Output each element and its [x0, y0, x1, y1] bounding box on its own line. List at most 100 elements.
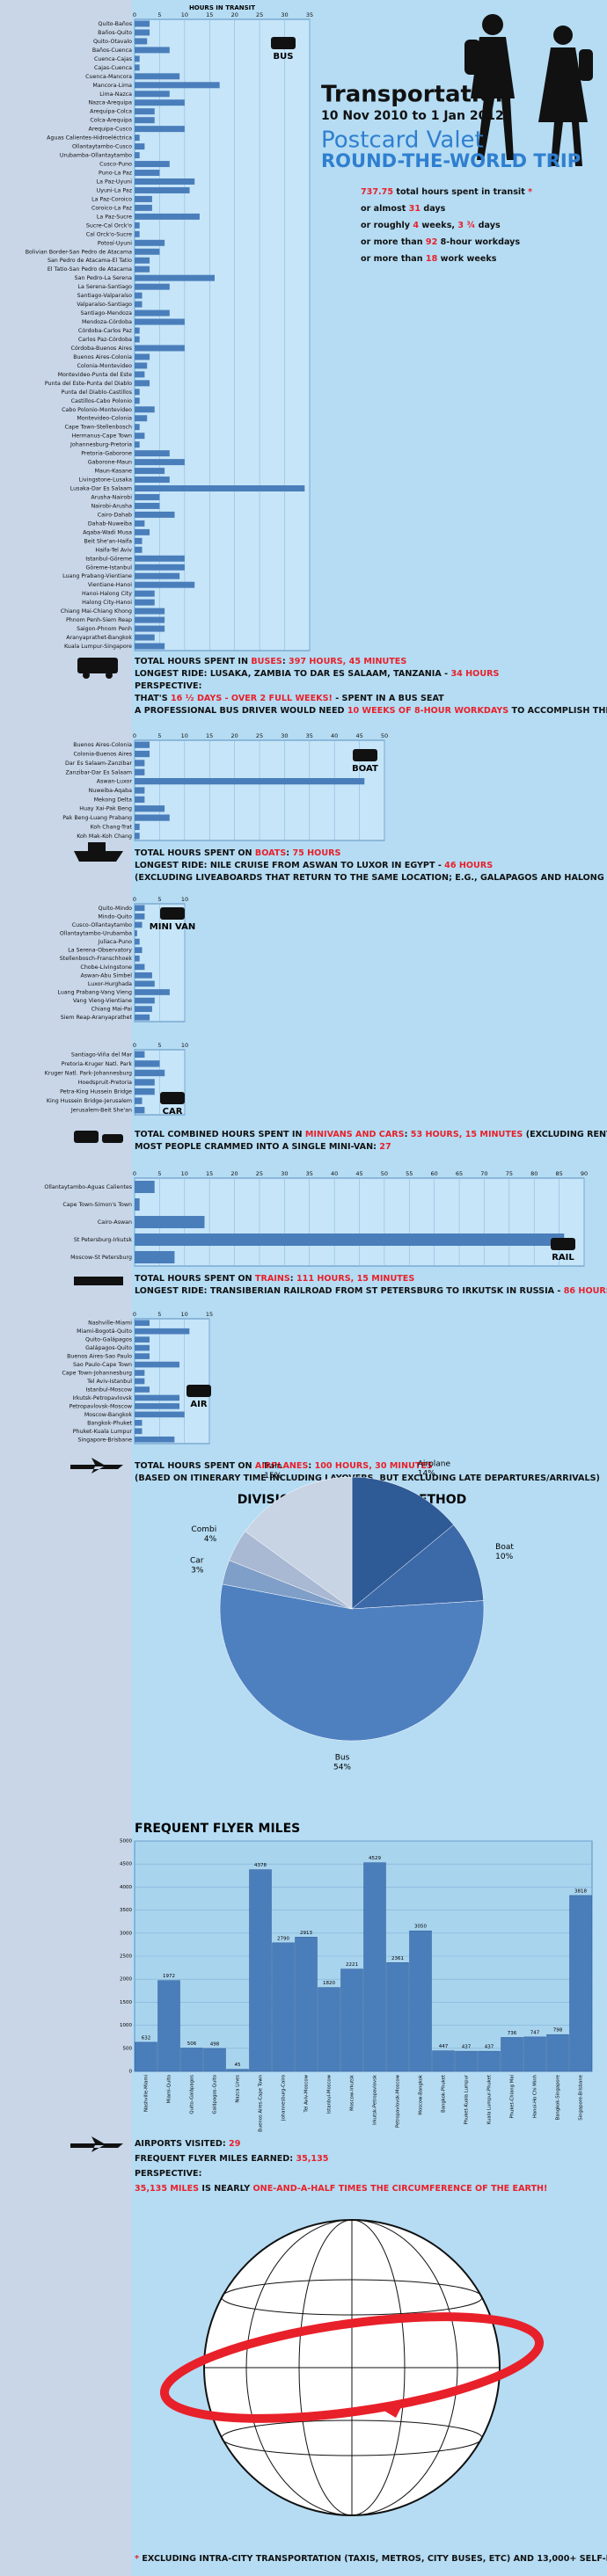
x-tick-label: Buenos Aires-Cape Town: [259, 2075, 264, 2132]
bar: [135, 1198, 140, 1211]
y-tick-label: Ollantaytambo-Aguas Calientes: [44, 1184, 132, 1190]
bar: [135, 55, 140, 62]
text-line: TOTAL COMBINED HOURS SPENT IN MINIVANS A…: [135, 1130, 607, 1139]
icon: [160, 1092, 185, 1104]
bar: [546, 2034, 569, 2072]
text-segment: LONGEST RIDE: LUSAKA, ZAMBIA TO DAR ES S…: [135, 669, 450, 679]
bar: [135, 1233, 565, 1246]
icon: [160, 907, 185, 920]
slice-value: 10%: [495, 1553, 513, 1561]
pie-slice: [351, 1524, 484, 1610]
bar: [135, 972, 152, 979]
bar: [135, 318, 185, 325]
y-tick-label: Uyuni-La Paz: [97, 187, 133, 193]
bar: [135, 20, 150, 27]
text-segment: 31: [409, 204, 421, 214]
slice-label: Train: [262, 1462, 282, 1471]
text-line: LONGEST RIDE: TRANSIBERIAN RAILROAD FROM…: [135, 1286, 607, 1296]
x-tick-label: Irkutsk-Petropavlovsk: [373, 2074, 378, 2125]
y-tick-label: La Paz-Coroico: [91, 196, 132, 202]
bar: [135, 805, 165, 812]
y-tick-label: Zanzibar-Dar Es Salaam: [65, 769, 132, 775]
x-tick-label: 5: [157, 1042, 161, 1049]
text-segment: IS NEARLY: [199, 2184, 252, 2194]
icon-label: BUS: [274, 52, 294, 62]
bar: [135, 1216, 205, 1228]
bar: [135, 537, 143, 544]
x-tick-label: 5: [157, 1311, 161, 1318]
y-tick-label: Cajas-Cuenca: [94, 65, 132, 71]
y-tick-label: Nashville-Miami: [88, 1321, 132, 1327]
text-segment: 100 HOURS, 30 MINUTES: [315, 1461, 433, 1471]
slice-value: 3%: [191, 1567, 204, 1575]
x-tick-label: 40: [331, 1170, 338, 1177]
bar: [135, 1051, 145, 1058]
text-segment: 35,135 MILES: [135, 2184, 199, 2194]
y-tick-label: Cuenca-Cajas: [94, 56, 132, 62]
y-tick-label: Stellenbosch-Franschhoek: [60, 956, 133, 962]
icon-label: BOAT: [352, 764, 378, 774]
y-tick-label: Pretoria-Kruger Natl. Park: [62, 1061, 133, 1067]
bar: [135, 768, 145, 775]
x-tick-label: 15: [206, 11, 213, 18]
bar: [455, 2050, 478, 2072]
y-tick-label: Kruger Natl. Park-Johannesburg: [45, 1070, 132, 1076]
bar: [180, 2048, 203, 2072]
slice-value: 14%: [418, 1470, 435, 1479]
y-tick-label: Phnom Penh-Siem Reap: [66, 617, 132, 623]
text-line: (EXCLUDING LIVEABOARDS THAT RETURN TO TH…: [135, 873, 607, 883]
globe: [159, 2219, 545, 2516]
y-tick-label: Colca-Arequipa: [90, 118, 132, 124]
text-segment: TOTAL HOURS SPENT ON: [135, 1461, 255, 1471]
y-tick-label: Puno-La Paz: [99, 171, 133, 177]
text-segment: 75 HOURS: [292, 848, 340, 858]
text-line: TOTAL HOURS SPENT ON TRAINS: 111 HOURS, …: [135, 1274, 414, 1284]
data-label: 437: [462, 2045, 472, 2050]
x-tick-label: Moscow-Bangkok: [419, 2074, 424, 2114]
y-tick-label: Quito-Galápagos: [85, 1336, 132, 1343]
y-tick-label: Aqaba-Wadi Musa: [83, 529, 132, 535]
text-segment: or roughly: [361, 221, 413, 230]
y-tick-label: Valparaíso-Santiago: [77, 301, 132, 308]
text-segment: *: [528, 187, 532, 197]
y-tick-label: Nairobi-Arusha: [91, 503, 132, 509]
x-tick-label: Bangkok-Phuket: [442, 2075, 447, 2113]
bar: [135, 1420, 143, 1426]
data-label: 3050: [414, 1925, 427, 1930]
y-tick-label: Galápagos-Quito: [85, 1344, 132, 1351]
x-tick-label: 15: [206, 1170, 213, 1177]
y-tick-label: 3000: [120, 1931, 132, 1936]
text-segment: 10 WEEKS OF 8-HOUR WORKDAYS: [347, 706, 508, 716]
bar: [135, 135, 140, 142]
y-tick-label: Cape Town-Johannesburg: [62, 1371, 132, 1377]
y-tick-label: Juliaca-Puno: [98, 939, 132, 945]
text-segment: work weeks: [437, 254, 497, 264]
slice-label: Combi: [191, 1525, 216, 1534]
bar: [135, 178, 195, 185]
bar: [135, 38, 148, 45]
bar: [135, 152, 140, 159]
pie-slice: [351, 1476, 454, 1610]
bar: [135, 274, 215, 281]
bar: [135, 1386, 150, 1393]
text-segment: 86 HOURS: [564, 1286, 607, 1296]
text-line: TOTAL HOURS SPENT IN BUSES: 397 HOURS, 4…: [135, 657, 406, 666]
text-segment: 737.75: [361, 187, 393, 197]
x-tick-label: 0: [133, 896, 136, 903]
bar: [135, 997, 155, 1004]
y-tick-label: Irkutsk-Petropavlovsk: [72, 1395, 132, 1401]
y-tick-label: Beit She'an-Haifa: [84, 538, 132, 544]
x-tick-label: 45: [355, 732, 362, 739]
bar: [135, 787, 145, 794]
bar: [135, 1428, 143, 1435]
bar: [501, 2037, 523, 2072]
bar: [135, 424, 140, 431]
x-tick-label: 35: [306, 1170, 313, 1177]
data-label: 437: [485, 2045, 494, 2050]
y-tick-label: 4000: [120, 1885, 132, 1890]
bar: [135, 634, 155, 641]
bar: [135, 750, 150, 758]
text-segment: - SPENT IN A BUS SEAT: [333, 694, 444, 703]
y-tick-label: San Pedro-La Serena: [75, 275, 133, 281]
